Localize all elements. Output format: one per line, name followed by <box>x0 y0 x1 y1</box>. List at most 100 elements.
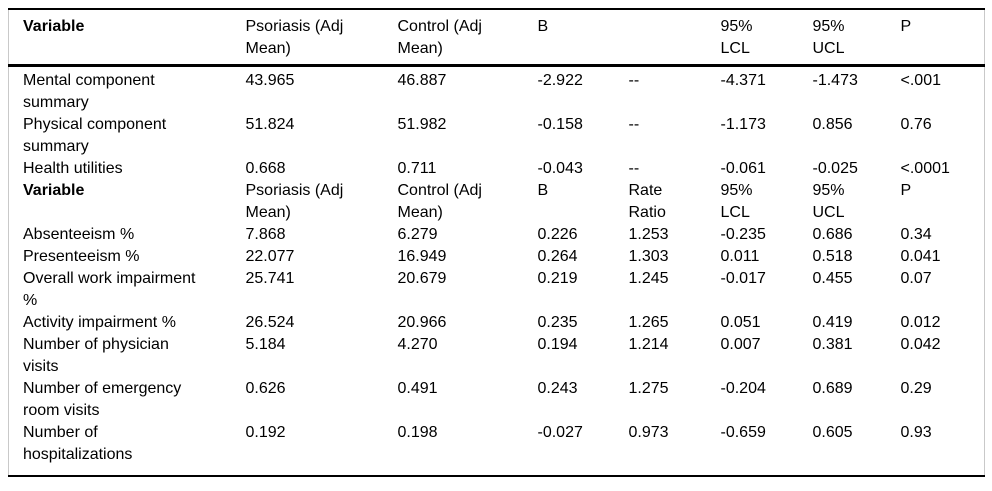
column-header-95-lcl: 95% LCL <box>720 182 753 221</box>
row-label: Number of hospitalizations <box>23 424 133 463</box>
table-cell: 0.34 <box>900 226 932 243</box>
table-cell: 0.93 <box>900 424 932 441</box>
row-physician-visits: Number of physician visits 5.184 4.270 0… <box>9 334 985 378</box>
table-cell: 0.518 <box>812 248 853 265</box>
table-cell: 0.011 <box>720 248 760 265</box>
row-absenteeism: Absenteeism % 7.868 6.279 0.226 1.253 -0… <box>9 224 985 246</box>
table-cell: -0.017 <box>720 270 766 287</box>
row-label: Health utilities <box>23 160 123 177</box>
table-cell: 0.419 <box>812 314 853 331</box>
table-cell: -2.922 <box>537 72 583 89</box>
table-cell: 0.012 <box>900 314 941 331</box>
table-cell: 0.226 <box>537 226 578 243</box>
row-physical-component-summary: Physical component summary 51.824 51.982… <box>9 114 985 158</box>
row-label: Absenteeism % <box>23 226 135 243</box>
table-cell: 22.077 <box>245 248 295 265</box>
table-cell: 0.76 <box>900 116 932 133</box>
column-header-p: P <box>900 9 985 67</box>
table-cell: 0.235 <box>537 314 578 331</box>
column-header-variable: Variable <box>23 182 85 199</box>
column-header-b: B <box>537 9 629 67</box>
table-cell: 0.686 <box>812 226 853 243</box>
table-cell: 0.973 <box>628 424 669 441</box>
row-hospitalizations: Number of hospitalizations 0.192 0.198 -… <box>9 422 985 476</box>
table-cell: -0.025 <box>812 160 858 177</box>
row-label: Number of emergency room visits <box>23 380 182 419</box>
row-mental-component-summary: Mental component summary 43.965 46.887 -… <box>9 66 985 115</box>
table-cell: 1.245 <box>628 270 669 287</box>
row-label: Presenteeism % <box>23 248 140 265</box>
table-cell: 0.668 <box>245 160 286 177</box>
table-cell: 51.824 <box>245 116 295 133</box>
table-cell: 0.856 <box>812 116 853 133</box>
table-cell: 0.455 <box>812 270 853 287</box>
column-header-control-mean: Control (Adj Mean) <box>397 9 538 67</box>
table-cell: 0.626 <box>245 380 286 397</box>
column-header-95-ucl: 95% UCL <box>812 182 845 221</box>
table-cell: 0.192 <box>245 424 286 441</box>
column-header-95-ucl: 95% UCL <box>812 9 901 67</box>
table-cell: 0.711 <box>397 160 437 177</box>
table-cell: 0.041 <box>900 248 941 265</box>
table-cell: -- <box>628 160 640 177</box>
table-cell: 16.949 <box>397 248 447 265</box>
table-cell: 43.965 <box>245 72 295 89</box>
column-header-variable: Variable <box>8 9 246 67</box>
table-cell: 4.270 <box>397 336 438 353</box>
table-cell: <.001 <box>900 72 941 89</box>
column-header-empty <box>628 9 721 67</box>
table-cell: 0.042 <box>900 336 941 353</box>
table-cell: -- <box>628 72 640 89</box>
table-cell: 25.741 <box>245 270 295 287</box>
column-header-rate-ratio: Rate Ratio <box>628 182 666 221</box>
table-cell: 0.264 <box>537 248 578 265</box>
table-cell: 0.491 <box>397 380 438 397</box>
header-row-qol: Variable Psoriasis (Adj Mean) Control (A… <box>8 9 985 67</box>
table-cell: 46.887 <box>397 72 447 89</box>
table-cell: 7.868 <box>245 226 286 243</box>
table-cell: -1.173 <box>720 116 766 133</box>
row-activity-impairment: Activity impairment % 26.524 20.966 0.23… <box>9 312 985 334</box>
column-header-b: B <box>537 182 549 199</box>
table-cell: -0.158 <box>537 116 583 133</box>
table-cell: 1.275 <box>628 380 669 397</box>
table-cell: 0.194 <box>537 336 578 353</box>
table-cell: -0.204 <box>720 380 766 397</box>
table-cell: -0.027 <box>537 424 583 441</box>
row-label: Number of physician visits <box>23 336 169 375</box>
row-label: Mental component summary <box>23 72 155 111</box>
row-presenteeism: Presenteeism % 22.077 16.949 0.264 1.303… <box>9 246 985 268</box>
column-header-control-mean: Control (Adj Mean) <box>397 182 482 221</box>
table-cell: 1.253 <box>628 226 669 243</box>
table-cell: -0.061 <box>720 160 766 177</box>
table-cell: 0.605 <box>812 424 853 441</box>
column-header-95-lcl: 95% LCL <box>720 9 813 67</box>
table-cell: 20.679 <box>397 270 447 287</box>
row-emergency-room-visits: Number of emergency room visits 0.626 0.… <box>9 378 985 422</box>
table-cell: 0.051 <box>720 314 761 331</box>
table-cell: 1.303 <box>628 248 669 265</box>
table-cell: -0.235 <box>720 226 766 243</box>
table-cell: 0.381 <box>812 336 853 353</box>
table-cell: -- <box>628 116 640 133</box>
table-cell: 0.07 <box>900 270 932 287</box>
table-cell: 0.219 <box>537 270 578 287</box>
table-cell: 5.184 <box>245 336 286 353</box>
table-cell: 0.243 <box>537 380 578 397</box>
table-cell: 26.524 <box>245 314 295 331</box>
table-cell: -4.371 <box>720 72 766 89</box>
table-cell: 0.689 <box>812 380 853 397</box>
table-cell: 1.265 <box>628 314 669 331</box>
row-health-utilities: Health utilities 0.668 0.711 -0.043 -- -… <box>9 158 985 180</box>
table-cell: -1.473 <box>812 72 858 89</box>
table-cell: 0.29 <box>900 380 932 397</box>
table-cell: 51.982 <box>397 116 447 133</box>
row-label: Overall work impairment % <box>23 270 196 309</box>
header-row-work-productivity: Variable Psoriasis (Adj Mean) Control (A… <box>9 180 985 224</box>
table-cell: 0.198 <box>397 424 438 441</box>
column-header-p: P <box>900 182 912 199</box>
table-cell: -0.043 <box>537 160 583 177</box>
results-table: Variable Psoriasis (Adj Mean) Control (A… <box>8 8 985 477</box>
table-cell: -0.659 <box>720 424 766 441</box>
row-label: Physical component summary <box>23 116 167 155</box>
